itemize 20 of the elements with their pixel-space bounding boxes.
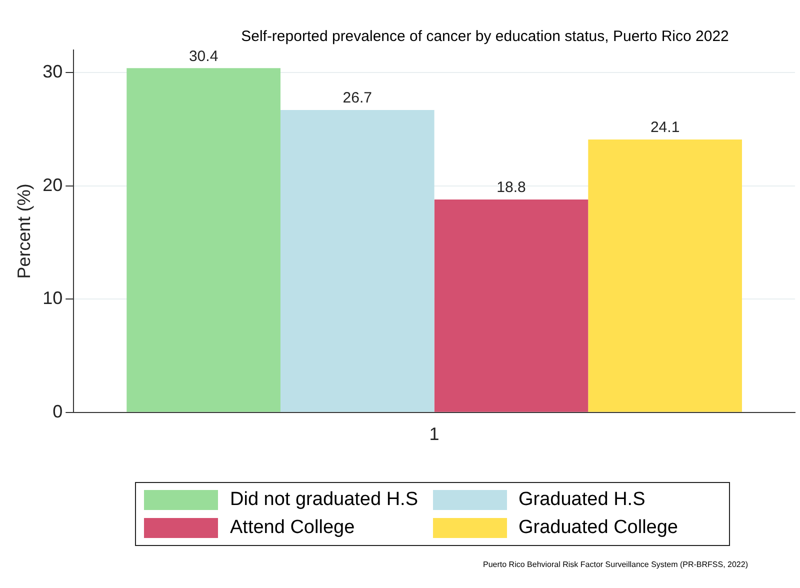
data-label: 18.8 (496, 179, 526, 196)
bar (126, 68, 280, 412)
y-tick-label: 30 (42, 62, 63, 82)
bar (280, 110, 434, 412)
y-axis-title: Percent (%) (14, 184, 34, 279)
legend-label: Attend College (230, 517, 355, 539)
data-label: 30.4 (188, 48, 218, 65)
legend-label: Graduated College (518, 517, 678, 539)
legend-label: Graduated H.S (518, 489, 646, 511)
text: Puerto Rico Behvioral Risk Factor Surveillance System (PR-BRFSS, 2022) (483, 560, 748, 569)
bar (434, 199, 588, 412)
legend-label: Did not graduated H.S (230, 489, 418, 511)
chart-title: Self-reported prevalence of cancer by education status, Puerto Rico 2022 (240, 28, 730, 45)
y-tick-label: 0 (52, 401, 63, 422)
bar (588, 139, 742, 412)
data-label: 24.1 (650, 119, 680, 136)
y-tick-label: 10 (42, 288, 63, 308)
y-tick-label: 20 (42, 174, 63, 195)
x-tick-label: 1 (429, 424, 440, 444)
data-label: 26.7 (342, 90, 372, 107)
